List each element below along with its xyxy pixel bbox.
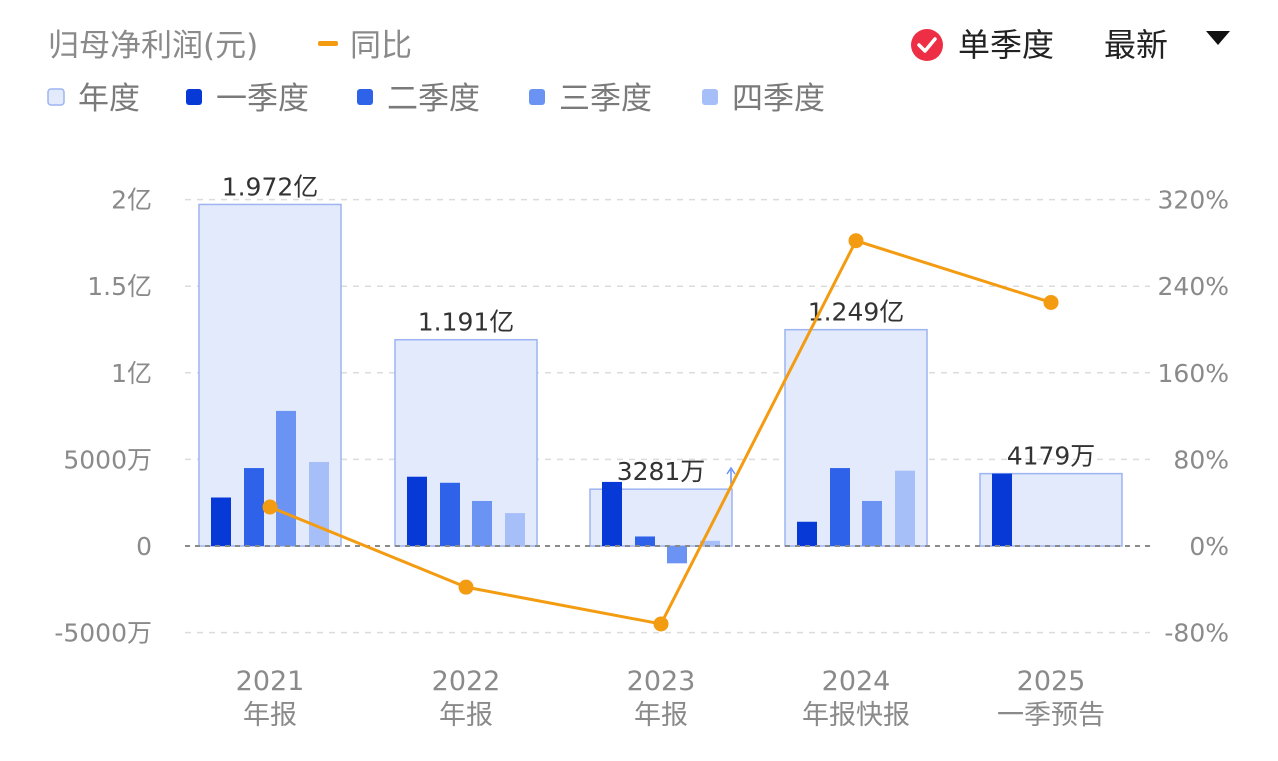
quarter-bar [635, 536, 655, 546]
y-right-tick-label: 240% [1158, 272, 1229, 301]
quarter-bar [211, 497, 231, 546]
single-quarter-label: 单季度 [958, 26, 1054, 64]
quarter-bar [895, 470, 915, 546]
y-left-tick-label: 5000万 [63, 445, 152, 474]
category-kind: 年报快报 [802, 700, 910, 731]
quarter-bar [862, 500, 882, 546]
annual-value-label: 1.972亿 [222, 172, 319, 201]
dropdown-arrow-icon [1206, 31, 1230, 45]
legend-swatch-5 [702, 89, 718, 105]
quarter-bar [440, 482, 460, 546]
yoy-point [458, 579, 474, 595]
category-year: 2023 [627, 666, 696, 697]
quarter-bar [276, 410, 296, 546]
annual-value-label: 3281万 [617, 457, 706, 486]
y-right-tick-label: -80% [1164, 619, 1229, 648]
y-axis-right: 320% 240% 160% 80% 0% -80% [1158, 186, 1229, 648]
quarter-bar [667, 546, 687, 564]
y-left-tick-label: 2亿 [111, 186, 152, 215]
yoy-line [269, 239, 1052, 626]
sort-dropdown[interactable]: 最新 [1104, 26, 1230, 64]
category-year: 2021 [236, 666, 305, 697]
category-year: 2024 [822, 666, 891, 697]
y-left-tick-label: -5000万 [54, 619, 152, 648]
legend-label-3: 二季度 [387, 81, 480, 117]
category-year: 2025 [1017, 666, 1086, 697]
y-left-tick-label: 0 [136, 532, 152, 561]
yoy-point [653, 616, 669, 632]
legend-label-2: 一季度 [216, 81, 309, 117]
legend-label-4: 三季度 [559, 81, 652, 117]
annual-bars [198, 203, 1123, 547]
quarter-bar [244, 468, 264, 546]
category-kind: 年报 [634, 700, 688, 731]
yoy-legend-swatch [318, 41, 338, 46]
yoy-legend-label: 同比 [350, 28, 412, 64]
quarter-bars [211, 410, 1012, 564]
yoy-line-series [262, 233, 1059, 632]
y-right-tick-label: 0% [1189, 532, 1229, 561]
quarter-bar [830, 468, 850, 546]
quarter-bar [472, 500, 492, 546]
yoy-point [848, 233, 864, 249]
y-left-tick-label: 1亿 [111, 359, 152, 388]
grid-lines [185, 198, 1150, 634]
legend-swatch-1 [47, 88, 65, 106]
y-right-tick-label: 160% [1158, 359, 1229, 388]
y-left-tick-label: 1.5亿 [87, 272, 152, 301]
yoy-point [262, 499, 278, 515]
y-right-tick-label: 80% [1173, 445, 1229, 474]
legend-swatch-2 [186, 89, 202, 105]
category-kind: 年报 [439, 700, 493, 731]
quarter-bar [992, 473, 1012, 546]
chart-title: 归母净利润(元) [48, 28, 258, 64]
annual-value-label: 1.249亿 [808, 298, 905, 327]
quarter-bar [309, 461, 329, 546]
annual-value-label: 1.191亿 [418, 308, 515, 337]
legend-label-1: 年度 [78, 81, 140, 117]
quarter-bar [700, 540, 720, 546]
check-mark-icon [917, 37, 937, 53]
yoy-point [1043, 294, 1059, 310]
legend: 年度 一季度 二季度 三季度 四季度 [47, 81, 825, 117]
quarter-bar [407, 476, 427, 546]
y-axis-left: 2亿 1.5亿 1亿 5000万 0 -5000万 [54, 186, 152, 648]
quarter-bar [602, 481, 622, 546]
quarter-bar [797, 521, 817, 546]
legend-label-5: 四季度 [732, 81, 825, 117]
y-right-tick-label: 320% [1158, 186, 1229, 215]
legend-swatch-4 [529, 89, 545, 105]
quarter-bar [505, 513, 525, 546]
single-quarter-toggle[interactable]: 单季度 [911, 26, 1054, 64]
annual-value-labels: 1.972亿 1.191亿 3281万 1.249亿 4179万 [222, 172, 1096, 486]
annual-value-label: 4179万 [1007, 442, 1096, 471]
category-kind: 一季预告 [997, 700, 1105, 731]
category-year: 2022 [432, 666, 501, 697]
category-kind: 年报 [243, 700, 297, 731]
check-circle-icon [911, 29, 943, 61]
sort-dropdown-label: 最新 [1104, 26, 1168, 64]
up-arrow-icon [726, 466, 736, 484]
legend-swatch-3 [357, 89, 373, 105]
